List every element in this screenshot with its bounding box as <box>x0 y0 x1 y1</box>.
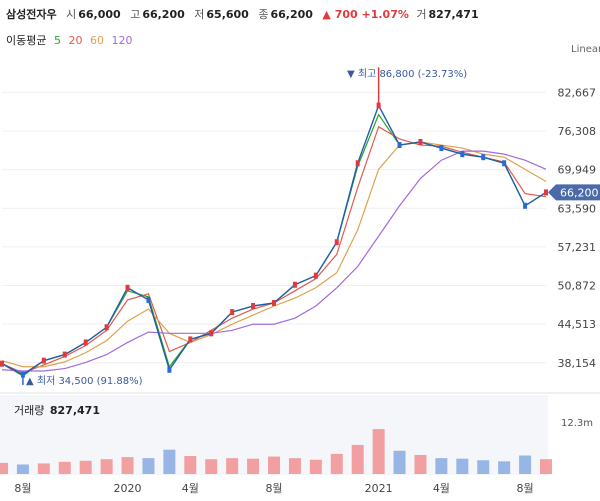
price-tick-label: 44,513 <box>558 318 597 331</box>
price-candle <box>418 139 423 145</box>
price-tick-label: 69,949 <box>558 164 597 177</box>
price-candle <box>272 299 276 306</box>
price-candle <box>83 339 88 346</box>
price-candle <box>41 357 46 364</box>
ma-60-label[interactable]: 60 <box>89 34 104 47</box>
stock-name: 삼성전자우 <box>6 8 57 21</box>
ma-120-line <box>1 150 547 372</box>
price-candle <box>544 189 548 196</box>
volume-bar <box>351 444 364 474</box>
ma-120-label[interactable]: 120 <box>111 34 133 47</box>
volume-bar <box>456 458 469 474</box>
scale-mode-toggle[interactable]: Linear <box>571 44 600 55</box>
volume-bar <box>414 454 427 474</box>
min-price-annotation: ▲ 최저 34,500 (91.88%) <box>26 375 143 387</box>
volume-bar <box>37 463 50 474</box>
price-candle <box>292 281 297 288</box>
volume-bar <box>435 458 448 474</box>
time-tick-label: 8월 <box>517 482 534 495</box>
time-tick-label: 8월 <box>14 482 31 495</box>
time-tick-label: 2020 <box>114 482 142 495</box>
price-candle <box>0 360 4 367</box>
volume-bar <box>0 462 8 474</box>
moving-average-legend[interactable]: 이동평균 5 20 60 120 <box>6 32 136 48</box>
volume-bar <box>393 450 406 474</box>
volume-axis-tick: 12.3m <box>561 418 593 429</box>
volume-bar <box>309 459 322 474</box>
close-label: 종 <box>258 8 269 21</box>
volume-bar <box>288 458 301 474</box>
price-candle <box>125 284 130 291</box>
close-value: 66,200 <box>270 8 313 21</box>
volume-bar <box>79 460 92 474</box>
time-tick-label: 4월 <box>433 482 450 495</box>
volume-panel-label: 거래량 <box>14 404 45 417</box>
current-price-label: 66,200 <box>560 186 599 199</box>
volume-bar <box>477 460 490 474</box>
price-candle <box>167 366 172 373</box>
low-value: 65,600 <box>206 8 249 21</box>
price-candle <box>460 151 465 158</box>
max-price-annotation: ▼ 최고 86,800 (-23.73%) <box>347 68 467 80</box>
price-tick-label: 63,590 <box>558 202 597 215</box>
quote-header: 삼성전자우 시 66,000 고 66,200 저 65,600 종 66,200 ▲ … <box>6 6 485 22</box>
low-label: 저 <box>194 8 205 21</box>
price-candle <box>397 142 402 149</box>
time-tick-label: 2021 <box>365 482 393 495</box>
price-candle <box>230 309 235 316</box>
volume-bar <box>184 456 197 474</box>
ma-60-line <box>1 141 547 368</box>
price-candle <box>502 160 507 167</box>
volume-bar <box>247 458 260 474</box>
volume-bar <box>498 461 511 474</box>
time-tick-label: 8월 <box>265 482 282 495</box>
open-label: 시 <box>66 8 77 21</box>
ma-20-label[interactable]: 20 <box>68 34 83 47</box>
price-tick-label: 50,872 <box>558 280 597 293</box>
price-candle <box>439 145 444 152</box>
volume-bar <box>121 457 134 474</box>
volume-bar <box>16 464 29 474</box>
price-candle <box>523 202 528 209</box>
price-candle <box>146 296 151 303</box>
price-panel[interactable] <box>0 58 548 388</box>
volume-bar <box>330 453 343 474</box>
volume-bar <box>142 458 155 474</box>
price-candle <box>209 330 214 337</box>
price-candle <box>313 272 318 279</box>
price-tick-label: 82,667 <box>558 86 597 99</box>
ma-5-label[interactable]: 5 <box>53 34 61 47</box>
volume-bar <box>540 459 552 474</box>
volume-bar <box>372 429 385 474</box>
price-candle <box>188 336 193 343</box>
volume-bar <box>100 459 113 474</box>
volume-value: 827,471 <box>428 8 479 21</box>
volume-bar <box>58 461 71 474</box>
high-label: 고 <box>130 8 141 21</box>
volume-bar <box>163 449 176 474</box>
price-tick-label: 38,154 <box>558 357 597 370</box>
volume-label: 거 <box>416 8 427 21</box>
volume-panel-value: 827,471 <box>49 404 100 417</box>
volume-bar <box>519 455 532 474</box>
time-tick-label: 4월 <box>182 482 199 495</box>
price-candle <box>355 160 360 167</box>
price-candle <box>481 154 486 161</box>
volume-bar <box>226 458 239 474</box>
price-candle <box>334 239 339 246</box>
price-tick-label: 76,308 <box>558 125 597 138</box>
current-price-tag: 66,200 <box>548 184 600 201</box>
price-tick-label: 57,231 <box>558 241 597 254</box>
open-value: 66,000 <box>78 8 121 21</box>
volume-bar <box>205 459 218 474</box>
price-candle <box>104 324 109 331</box>
price-candle <box>62 351 67 358</box>
change-value: ▲ 700 +1.07% <box>322 8 409 21</box>
volume-bar <box>268 456 280 474</box>
moving-average-label: 이동평균 <box>6 34 47 47</box>
high-value: 66,200 <box>142 8 185 21</box>
price-candle <box>251 303 256 309</box>
volume-panel-title: 거래량 827,471 <box>14 402 100 418</box>
